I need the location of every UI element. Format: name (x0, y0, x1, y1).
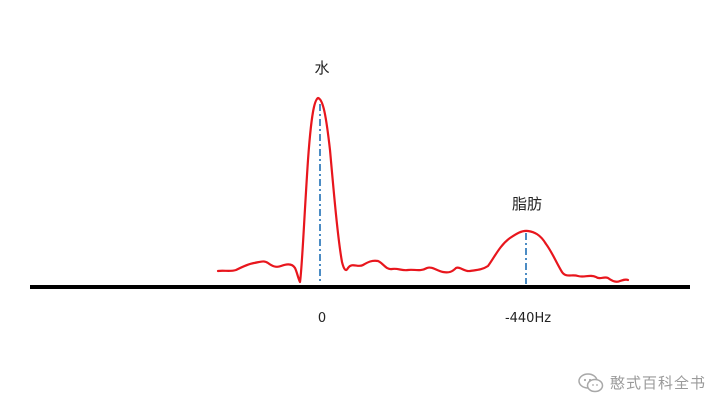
water-peak-label: 水 (314, 59, 329, 77)
tick-label-fat: -440Hz (505, 311, 551, 326)
watermark-text: 憨式百科全书 (609, 374, 706, 392)
fat-peak-label: 脂肪 (512, 195, 542, 213)
watermark: 憨式百科全书 (578, 372, 706, 393)
spectrum-curve (216, 96, 630, 284)
wechat-icon (578, 372, 604, 393)
tick-label-zero: 0 (318, 311, 326, 326)
